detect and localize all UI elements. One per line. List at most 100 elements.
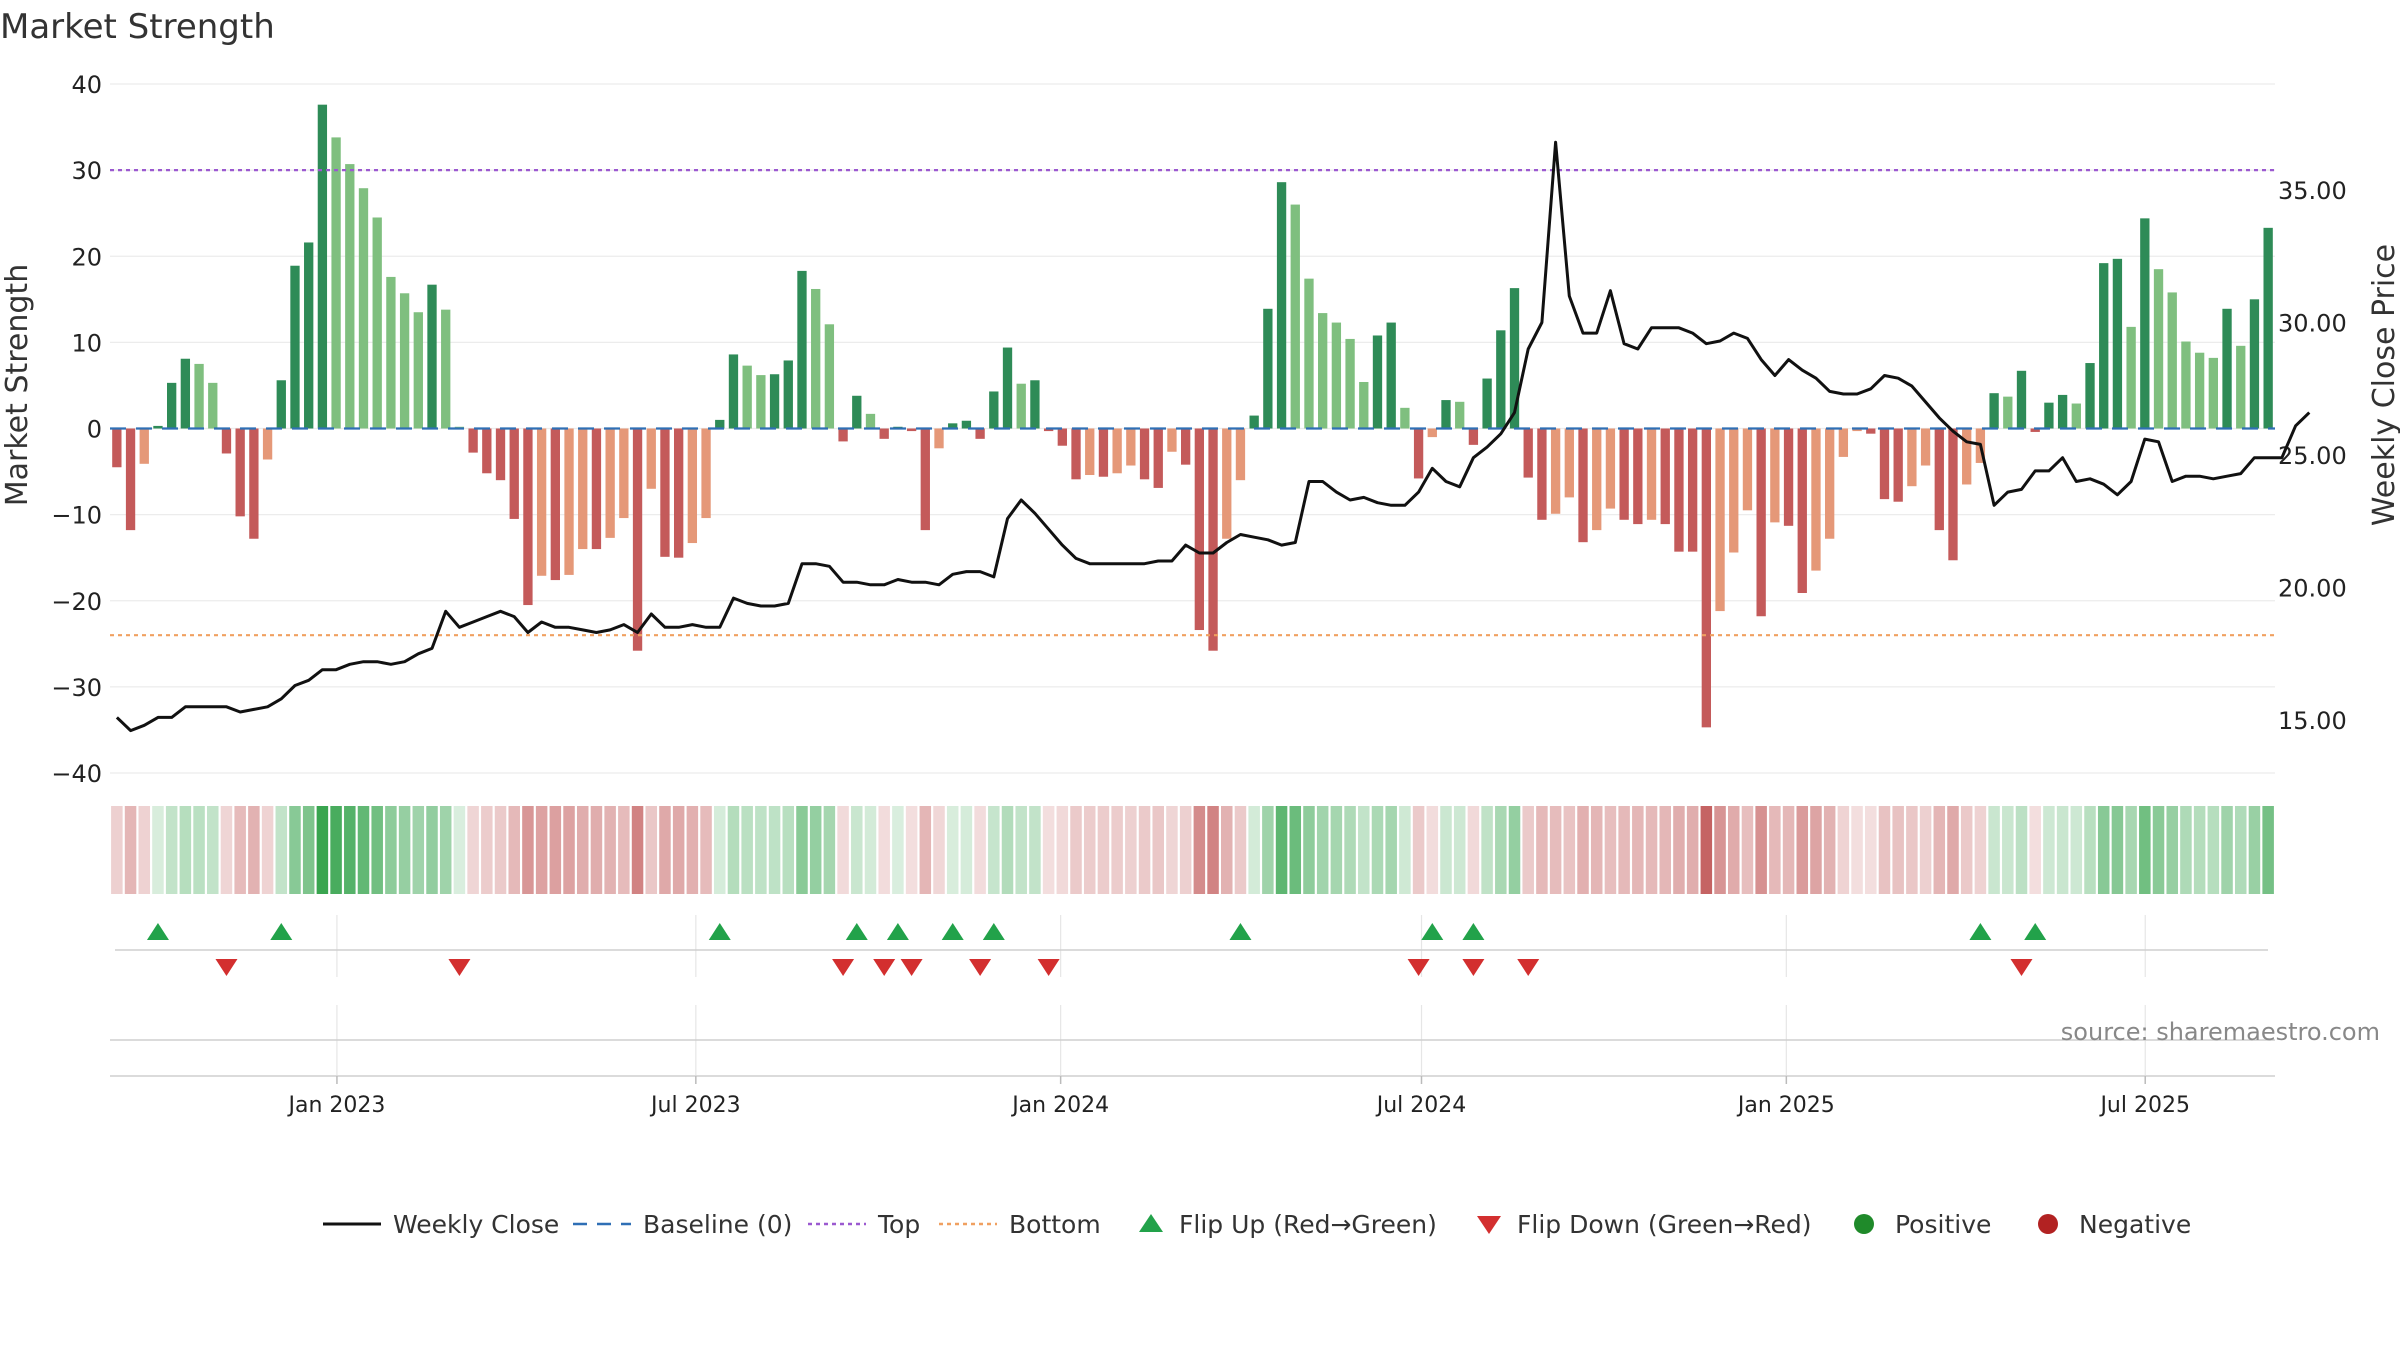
strength-bar [2222,308,2232,429]
strength-bar [1866,428,1876,434]
strength-bar [1537,428,1547,520]
legend-item: Baseline (0) [573,1210,792,1239]
strength-bar [1222,428,1232,539]
flip-down-marker [1037,959,1060,976]
heat-cell [1262,806,1274,894]
strength-bar [1441,400,1451,429]
strength-bar [1852,428,1862,432]
strength-bar [2208,357,2218,429]
strength-bar [550,428,560,581]
heat-cell [1015,806,1027,894]
strength-bar [687,428,698,544]
strength-bar [1564,428,1574,498]
strength-bar [1290,204,1300,429]
legend-label: Flip Up (Red→Green) [1179,1210,1437,1239]
strength-bar [495,428,506,481]
heat-cell [1371,806,1384,894]
strength-bar [2030,428,2040,432]
strength-bar [1057,428,1067,446]
strength-bar [1962,428,1972,485]
heat-cell [1919,806,1932,894]
date-tick-label: Jan 2023 [286,1093,385,1118]
left-tick-label: −20 [51,588,102,616]
strength-bar [413,312,423,429]
heat-cell [2180,806,2192,894]
heat-cell [207,806,219,894]
heat-cell [1974,806,1987,894]
heat-cell [2234,806,2247,894]
heat-cell [1029,806,1041,894]
flip-down-marker [1517,959,1540,976]
heat-cell [768,806,781,894]
strength-bar [1126,428,1136,466]
heat-cell [2262,806,2274,894]
heat-cell [1138,806,1151,894]
strength-bar [2057,394,2068,429]
strength-bar [2003,396,2013,429]
strength-bar [1920,428,1931,466]
strength-bar [2140,218,2150,429]
heat-cell [398,806,411,894]
strength-bar [1838,428,1849,457]
heat-cell [1495,806,1507,894]
strength-bar [1400,407,1410,429]
heat-cell [1892,806,1904,894]
strength-bar [235,428,245,517]
heat-cell [1042,806,1055,894]
heat-cell [302,806,315,894]
heat-cell [851,806,863,894]
strength-bar [2167,292,2177,429]
flip-markers-panel [115,915,2268,977]
heat-cell [220,806,233,894]
date-axis-ticks: Jan 2023 Jul 2023 Jan 2024 Jul 2024 Jan 2025… [286,1076,2190,1118]
heat-cell [1837,806,1850,894]
heat-cell [1810,806,1822,894]
date-tick-label: Jul 2023 [649,1093,741,1118]
flip-down-marker [2010,959,2033,976]
heat-cell [1673,806,1685,894]
heat-cell [1330,806,1343,894]
strength-bar [482,428,492,474]
strength-bar [1304,278,1314,429]
heat-cell [1207,806,1219,894]
heat-cell [1549,806,1562,894]
strength-bar [2044,402,2054,429]
strength-bar [1907,428,1917,487]
right-tick-label: 30.00 [2278,310,2347,338]
date-tick-label: Jan 2024 [1010,1093,1109,1118]
heat-cell [1056,806,1069,894]
legend-item: Bottom [939,1210,1101,1239]
strength-bar [1413,428,1424,479]
heat-cell [234,806,246,894]
heat-cell [919,806,932,894]
heat-cell [1933,806,1946,894]
flip-down-marker [1407,959,1430,976]
heat-cell [1741,806,1754,894]
heat-cell [1659,806,1671,894]
heat-cell [2097,806,2110,894]
flip-down-marker [215,959,238,976]
heat-cell [522,806,534,894]
strength-bar [1825,428,1835,539]
heat-cell [1782,806,1795,894]
heat-cell [837,806,849,894]
left-axis-ticks: 40 30 20 10 0 −10 −20 −30 −40 [51,71,102,788]
heat-cell [1275,806,1288,894]
heat-cell [2248,806,2261,894]
strength-bar [290,265,300,429]
heat-cell [152,806,164,894]
strength-bar [1756,428,1766,617]
heat-cell [905,806,918,894]
strength-bar [1783,428,1794,526]
heat-cell [892,806,904,894]
heat-cell [289,806,301,894]
heat-cell [2166,806,2178,894]
strength-bar [153,425,163,429]
flip-up-marker [982,923,1005,940]
heat-cell [1577,806,1589,894]
strength-bar [1263,308,1273,429]
heat-cell [988,806,1000,894]
heat-cell [1714,806,1726,894]
heat-cell [1399,806,1411,894]
strength-bar [1729,428,1739,553]
